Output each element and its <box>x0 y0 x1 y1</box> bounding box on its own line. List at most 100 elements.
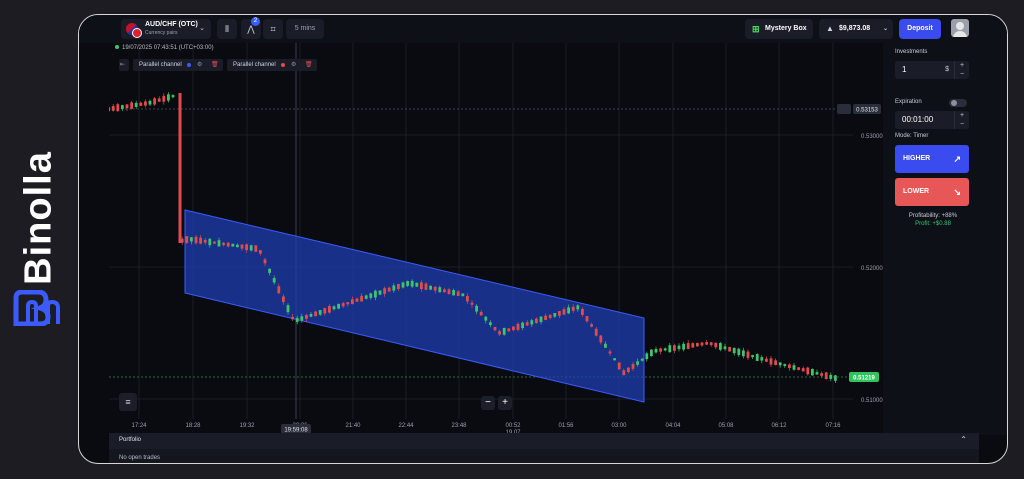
app-window: AUD/CHF (OTC) Currency pairs ⌄ ⫴ ⋀ 2 ⌗ 5… <box>78 14 1008 464</box>
time-axis-label: 06:12 <box>771 423 787 429</box>
avatar[interactable] <box>951 19 969 37</box>
expiration-toggle[interactable] <box>949 99 967 107</box>
mystery-box-button[interactable]: ⊞ Mystery Box <box>745 19 813 39</box>
settings-icon[interactable]: ⚙ <box>291 62 297 68</box>
decrease-button[interactable]: − <box>954 120 969 129</box>
portfolio-header[interactable]: Portfolio ⌃ <box>109 433 979 449</box>
chart-type-button[interactable]: ⌗ <box>263 19 283 39</box>
candle-body <box>783 364 787 367</box>
chart-settings-button[interactable]: ≡ <box>119 393 137 411</box>
top-bar: AUD/CHF (OTC) Currency pairs ⌄ ⫴ ⋀ 2 ⌗ 5… <box>79 15 1007 43</box>
binolla-logo-icon <box>13 290 60 326</box>
collapse-icon: ⇤ <box>120 62 126 68</box>
indicators-button[interactable]: ⫴ <box>217 19 237 39</box>
candle-body <box>484 316 488 321</box>
increase-button[interactable]: + <box>954 61 969 70</box>
candle-body <box>746 351 750 358</box>
candle-body <box>530 320 534 325</box>
candle-body <box>222 242 225 246</box>
candle-body <box>719 343 722 350</box>
candle-body <box>263 259 267 264</box>
collapse-tools-button[interactable]: ⇤ <box>119 59 129 71</box>
price-axis-label: 0.51000 <box>861 398 883 404</box>
candle-body <box>130 102 133 109</box>
expiration-field[interactable]: 00:01:00 + − <box>895 111 969 129</box>
trash-icon[interactable]: 🗑 <box>211 62 219 68</box>
deposit-button[interactable]: Deposit <box>899 19 941 39</box>
graduation-cap-icon: ▲ <box>826 24 834 33</box>
candle-body <box>240 244 244 249</box>
candle-body <box>581 308 584 315</box>
tool-parallel-channel-1[interactable]: Parallel channel ⚙ 🗑 <box>133 59 223 71</box>
marker-price-label: 0.53153 <box>856 108 878 114</box>
asset-selector[interactable]: AUD/CHF (OTC) Currency pairs ⌄ <box>121 19 211 39</box>
candle-body <box>268 268 271 273</box>
investment-field[interactable]: 1 $ + − <box>895 61 969 79</box>
decrease-button[interactable]: − <box>954 70 969 79</box>
alarm-icon[interactable] <box>837 104 851 114</box>
investments-label: Investments <box>895 49 928 55</box>
candle-body <box>387 287 391 292</box>
crosshair-time-label: 19:59:08 <box>284 428 308 434</box>
candle-body <box>309 313 313 317</box>
candle-body <box>360 295 363 302</box>
candle-body <box>604 343 607 348</box>
candle-body <box>516 323 520 330</box>
marker-price-box <box>853 104 881 114</box>
candle-body <box>111 105 115 111</box>
parallel-channel[interactable] <box>184 209 645 403</box>
crop-icon: ⌗ <box>270 24 276 34</box>
candle-body <box>369 293 373 298</box>
candle-body <box>162 95 166 102</box>
no-trades-text: No open trades <box>119 455 161 461</box>
candle-body <box>576 305 580 310</box>
candle-body <box>447 289 451 295</box>
price-chart[interactable]: 0.530000.520000.5100016:2017:2418:2819:3… <box>109 43 883 435</box>
asset-category: Currency pairs <box>145 30 178 36</box>
candle-body <box>737 348 741 356</box>
candle-body <box>291 316 294 320</box>
candle-body <box>562 309 566 315</box>
candle-body <box>249 245 253 251</box>
candle-body <box>167 94 170 101</box>
candle-body <box>824 372 828 380</box>
candle-body <box>728 346 731 352</box>
chevron-up-icon[interactable]: ⌃ <box>960 435 967 444</box>
arrow-down-right-icon: ↘ <box>953 187 961 197</box>
color-dot-icon <box>281 63 285 67</box>
gift-icon: ⊞ <box>752 24 760 34</box>
zoom-out-button[interactable]: − <box>481 396 495 410</box>
candle-body <box>318 310 322 315</box>
balance-selector[interactable]: ▲ $9,873.08 ⌄ <box>819 19 893 39</box>
candle-body <box>461 293 465 296</box>
higher-button[interactable]: HIGHER ↗ <box>895 145 969 173</box>
candle-body <box>157 98 161 102</box>
candle-body <box>429 285 432 290</box>
candle-body <box>420 282 423 290</box>
candle-body <box>502 327 506 335</box>
candle-body <box>806 367 810 375</box>
candle-body <box>203 239 207 243</box>
timeframe-selector[interactable]: 5 mins <box>286 19 324 39</box>
sliders-icon: ≡ <box>125 397 131 407</box>
increase-button[interactable]: + <box>954 111 969 120</box>
candle-body <box>709 342 713 346</box>
zoom-in-button[interactable]: + <box>498 396 512 410</box>
trash-icon[interactable]: 🗑 <box>305 62 313 68</box>
candle-body <box>673 345 676 351</box>
candle-body <box>456 291 460 296</box>
settings-icon[interactable]: ⚙ <box>197 62 203 68</box>
lower-button[interactable]: LOWER ↘ <box>895 178 969 206</box>
candle-body <box>742 350 745 357</box>
candle-body <box>286 305 290 313</box>
candle-body <box>433 286 437 291</box>
lower-label: LOWER <box>903 188 930 195</box>
user-body-icon <box>953 31 967 37</box>
user-head-icon <box>956 22 964 30</box>
price-axis-label: 0.53000 <box>861 134 883 140</box>
tool-parallel-channel-2[interactable]: Parallel channel ⚙ 🗑 <box>227 59 317 71</box>
candle-body <box>571 306 575 311</box>
candle-body <box>714 342 718 348</box>
candle-body <box>788 364 791 369</box>
chf-flag-icon <box>132 28 142 38</box>
